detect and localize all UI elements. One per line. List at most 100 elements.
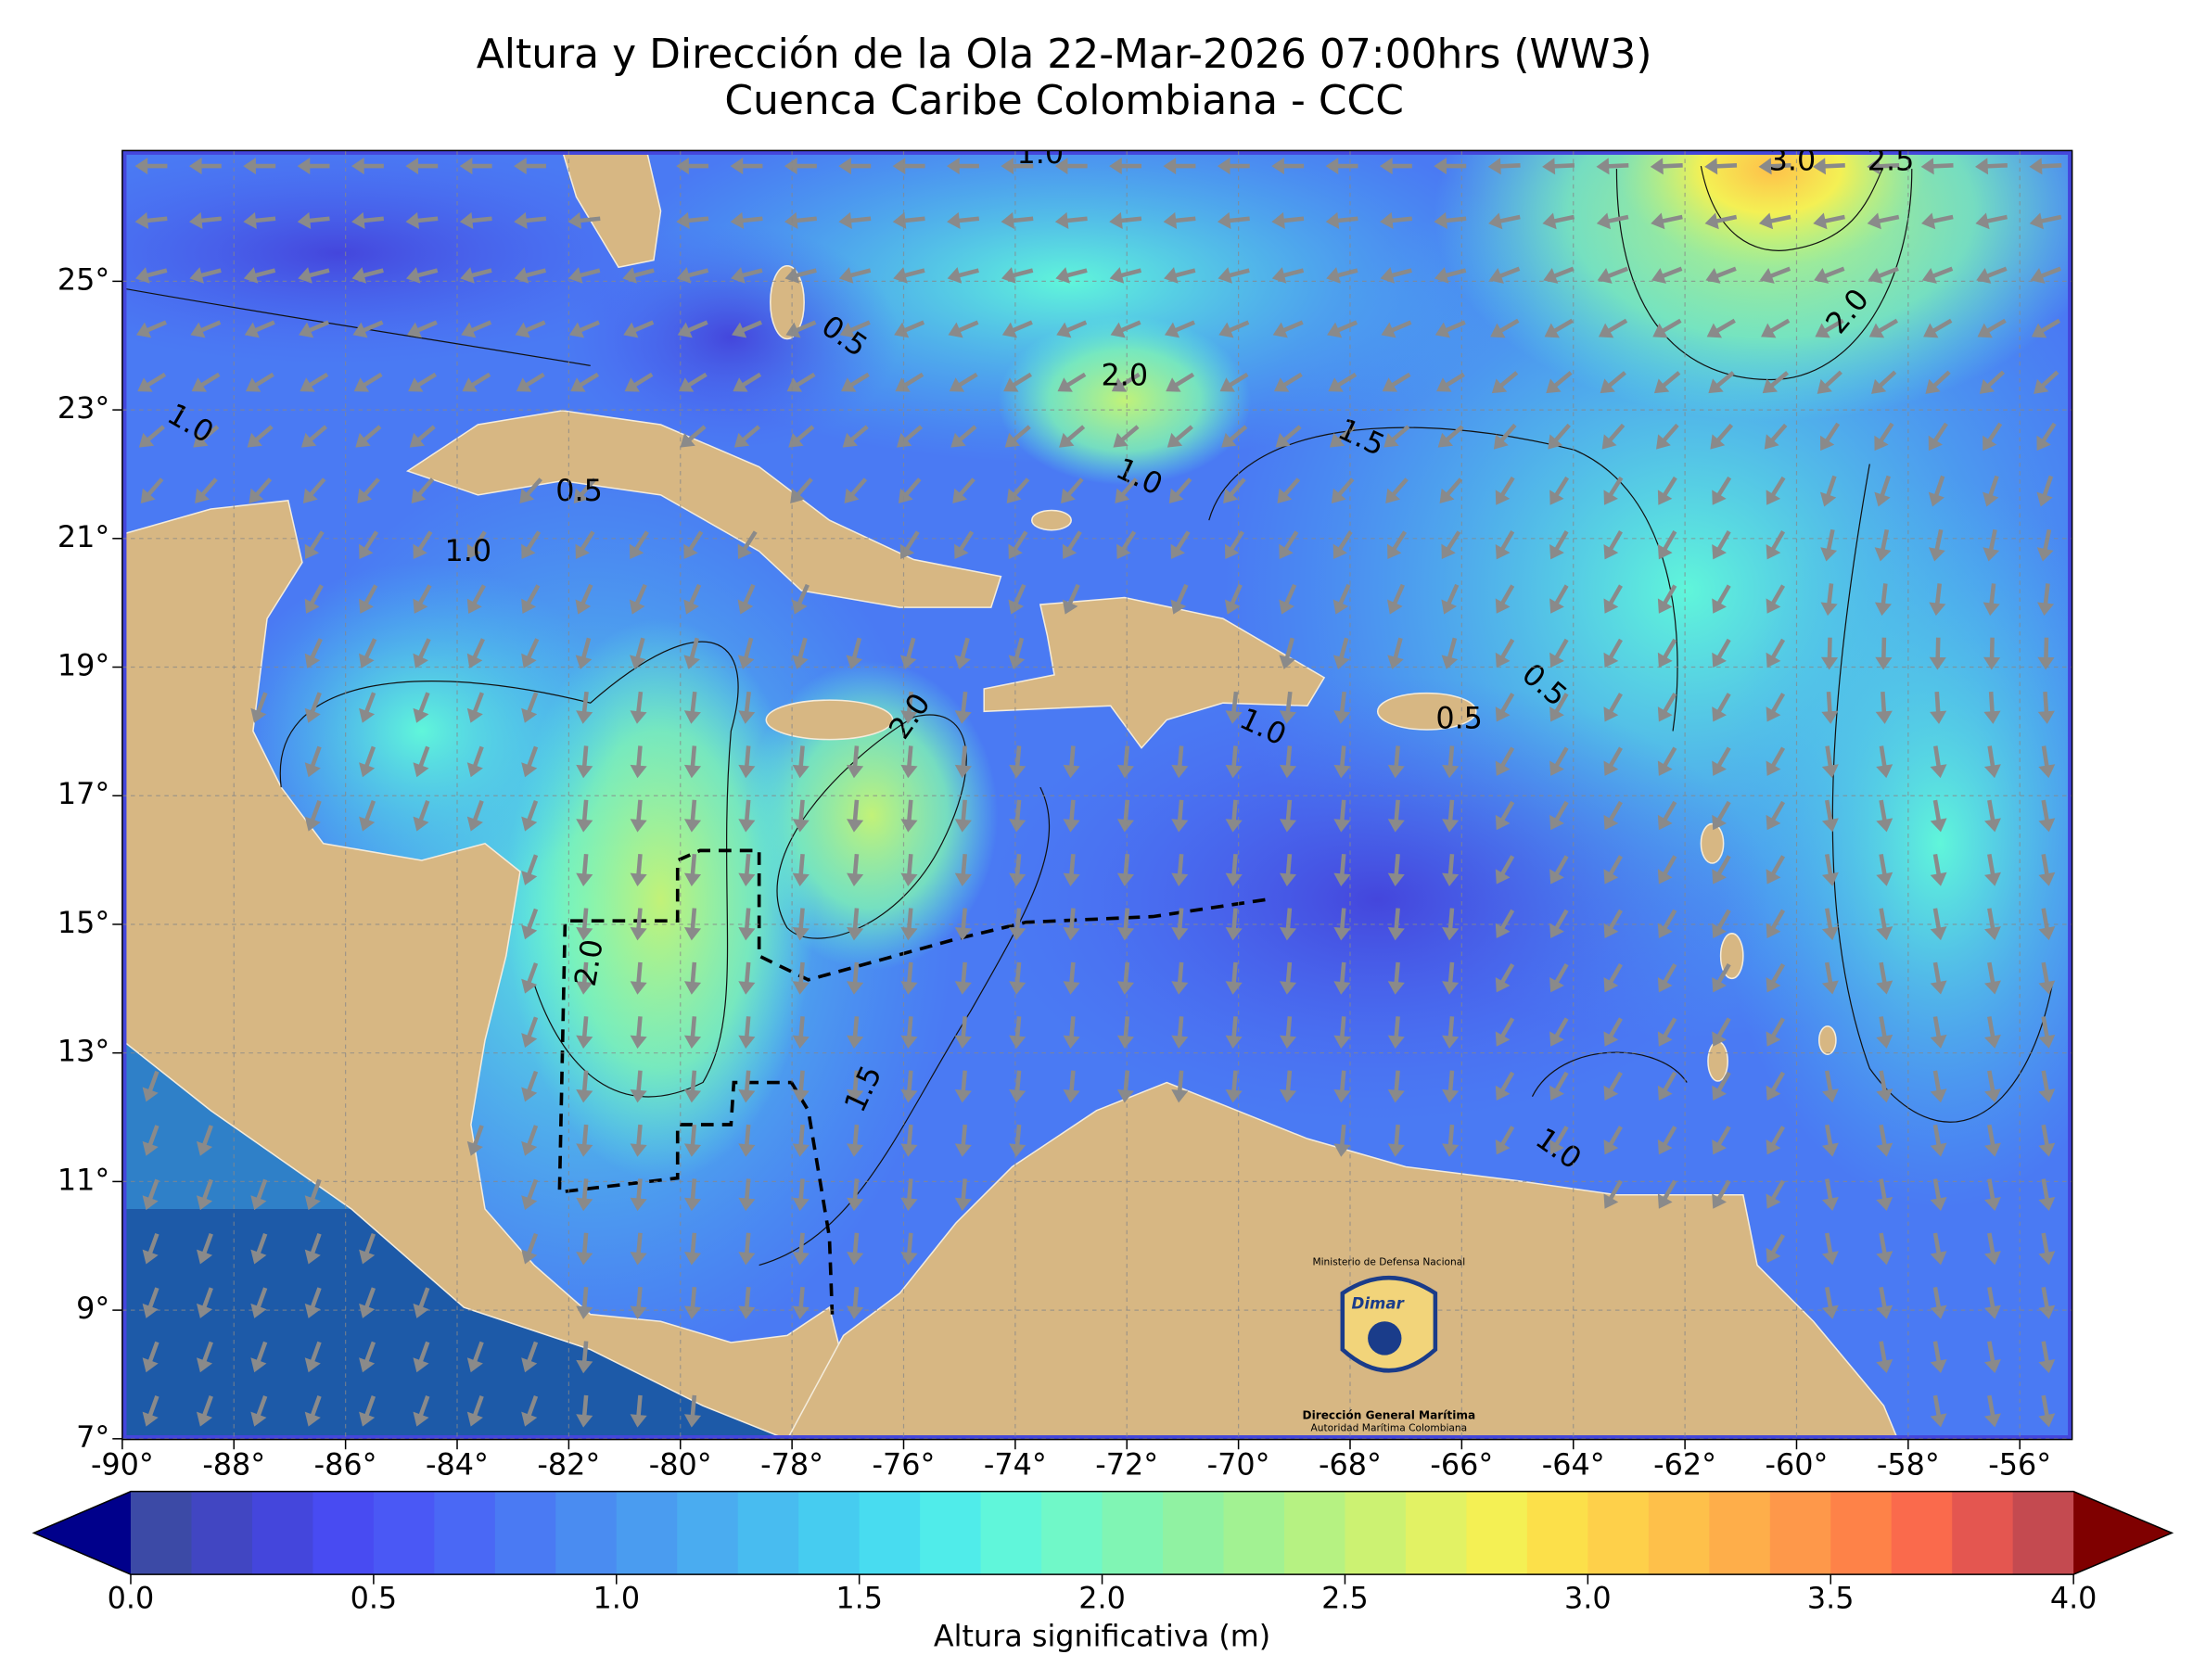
arrow-head: [900, 1089, 918, 1103]
contour-label: 2.0: [1102, 357, 1149, 392]
lat-tick-label: 9°: [76, 1291, 109, 1326]
wave-arrow: [1930, 1341, 1947, 1374]
wave-arrow: [683, 745, 702, 779]
arrow-head: [1603, 814, 1619, 831]
arrow-head: [1712, 923, 1727, 938]
wave-arrow: [1766, 746, 1786, 776]
arrow-head: [630, 655, 646, 669]
wave-arrow: [466, 1125, 484, 1156]
wave-arrow: [521, 908, 539, 940]
arrow-head: [1054, 157, 1068, 175]
arrow-head: [1171, 819, 1189, 833]
arrow-head: [900, 1035, 918, 1050]
wave-arrow: [1712, 693, 1731, 722]
arrow-head: [1657, 652, 1673, 668]
wave-arrow: [1712, 962, 1731, 993]
wave-arrow: [1279, 961, 1297, 995]
arrow-head: [1488, 267, 1504, 284]
arrow-head: [521, 1140, 538, 1156]
colorbar-bin: [1163, 1491, 1225, 1575]
arrow-head: [1387, 872, 1405, 886]
wave-arrow: [1984, 1070, 2001, 1103]
arrow-head: [1225, 981, 1243, 995]
wave-arrow: [1983, 528, 2000, 562]
arrow-head: [1382, 377, 1398, 392]
arrow-head: [576, 1305, 593, 1319]
wave-arrow: [1984, 1286, 2001, 1319]
wave-arrow: [521, 1232, 539, 1265]
wave-arrow: [1596, 212, 1629, 230]
arrow-head: [1766, 706, 1781, 722]
wave-arrow: [568, 320, 600, 338]
wave-arrow: [521, 530, 542, 559]
wave-arrow: [847, 908, 864, 941]
arrow-head: [1171, 764, 1189, 779]
arrow-head: [357, 488, 373, 503]
arrow-head: [1116, 1089, 1135, 1103]
arrow-head: [784, 157, 797, 175]
arrow-head: [359, 1303, 376, 1318]
arrow-head: [514, 267, 529, 284]
wave-arrow: [1009, 799, 1026, 833]
wave-arrow: [630, 854, 647, 886]
arrow-head: [1930, 1413, 1947, 1428]
wave-arrow: [1930, 961, 1947, 995]
arrow-head: [1600, 378, 1615, 394]
wave-arrow: [738, 691, 756, 724]
arrow-head: [1983, 710, 2001, 724]
arrow-head: [683, 926, 702, 941]
arrow-head: [1442, 1089, 1460, 1103]
arrow-head: [738, 1197, 756, 1212]
wave-arrow: [576, 1070, 593, 1103]
arrow-head: [1218, 322, 1234, 338]
arrow-head: [676, 157, 689, 175]
wave-arrow: [1332, 583, 1351, 615]
wave-arrow: [1603, 1071, 1623, 1101]
arrow-head: [1766, 923, 1781, 938]
arrow-head: [359, 1411, 376, 1427]
arrow-head: [683, 872, 702, 886]
arrow-head: [1544, 323, 1560, 338]
arrow-head: [1549, 490, 1564, 505]
wave-arrow: [1983, 745, 2001, 779]
arrow-head: [1387, 543, 1402, 559]
arrow-head: [1273, 377, 1290, 392]
wave-arrow: [683, 1394, 702, 1428]
arrow-head: [1766, 598, 1781, 614]
subtitle: Cuenca Caribe Colombiana - CCC: [724, 77, 1404, 124]
arrow-head: [1876, 818, 1893, 833]
arrow-head: [838, 157, 851, 175]
arrow-head: [1812, 158, 1826, 175]
arrow-head: [892, 157, 906, 175]
wave-arrow: [1387, 854, 1405, 886]
wave-arrow: [359, 638, 377, 668]
wave-arrow: [359, 530, 379, 559]
wave-arrow: [847, 961, 864, 995]
colorbar-tick-label: 0.0: [108, 1580, 155, 1615]
arrow-head: [1001, 322, 1017, 338]
wave-arrow: [2038, 745, 2056, 779]
wave-arrow: [302, 477, 326, 503]
wave-arrow: [2036, 475, 2054, 507]
wave-arrow: [2036, 422, 2057, 452]
wave-arrow: [1009, 908, 1026, 941]
arrow-head: [949, 377, 965, 392]
wave-arrow: [683, 1124, 702, 1157]
wave-arrow: [300, 372, 329, 392]
wave-arrow: [304, 745, 322, 778]
wave-arrow: [1984, 1232, 2001, 1266]
arrow-head: [1930, 1088, 1947, 1103]
arrow-head: [142, 1303, 159, 1318]
contour-line: [1831, 464, 2053, 1123]
wave-arrow: [731, 267, 763, 284]
lon-tick-label: -74°: [984, 1446, 1047, 1482]
wave-arrow: [195, 477, 218, 503]
land: [1031, 509, 1072, 531]
wave-arrow: [1874, 583, 1892, 617]
arrow-head: [847, 764, 864, 779]
arrow-head: [1006, 488, 1022, 503]
wave-arrow: [1603, 962, 1623, 993]
contour-label: 2.0: [567, 936, 610, 988]
wave-arrow: [1442, 1070, 1460, 1103]
arrow-head: [1009, 1035, 1026, 1050]
